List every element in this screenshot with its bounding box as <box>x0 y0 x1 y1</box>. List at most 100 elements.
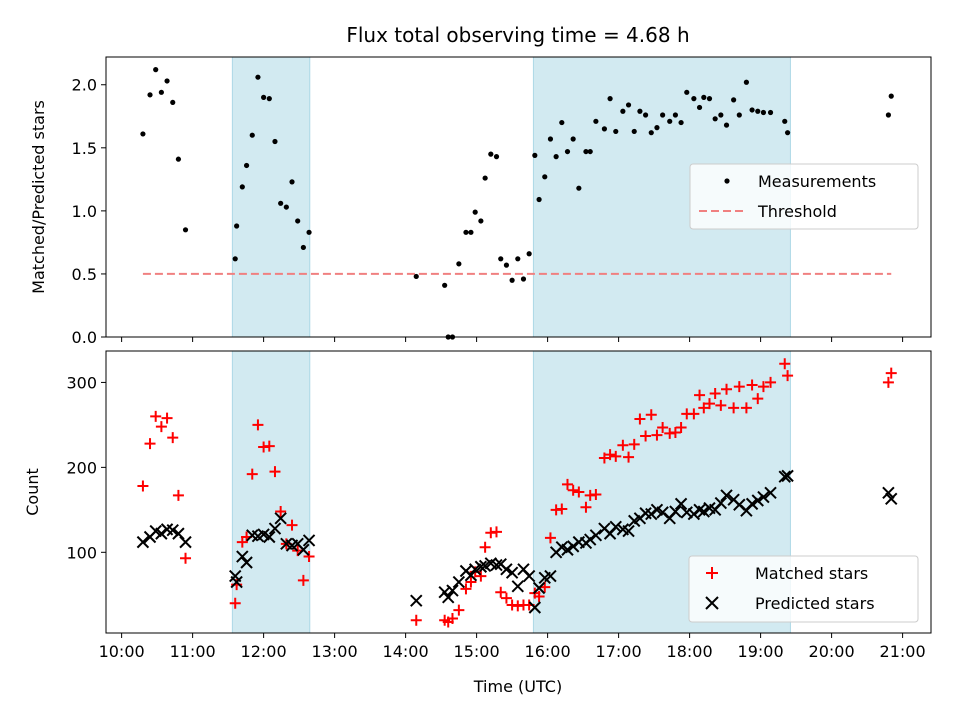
measurement-point <box>593 118 599 124</box>
bottom-y-ticks: 100 200 300 <box>66 373 106 562</box>
matched-star-points <box>137 358 897 628</box>
measurement-point <box>482 175 488 181</box>
legend-measurements-marker <box>724 178 730 184</box>
matched-star-point <box>137 480 149 492</box>
matched-star-point <box>475 570 487 582</box>
predicted-star-point <box>561 543 574 556</box>
measurement-point <box>272 138 278 145</box>
measurement-point <box>234 223 240 229</box>
top-y-tick-label: 1.0 <box>72 202 97 221</box>
predicted-star-point <box>136 535 150 549</box>
predicted-star-point <box>274 512 287 525</box>
x-tick-label: 18:00 <box>667 642 713 661</box>
measurement-point <box>760 109 767 116</box>
measurement-point <box>509 277 515 283</box>
matched-star-point <box>303 551 315 563</box>
measurement-point <box>607 96 613 102</box>
predicted-star-point <box>781 469 794 483</box>
top-x-ticks <box>121 337 904 342</box>
predicted-star-point <box>532 581 546 595</box>
predicted-star-point <box>230 575 243 589</box>
matched-star-point <box>500 592 512 604</box>
predicted-star-point <box>511 580 524 593</box>
predicted-star-point <box>882 486 895 500</box>
measurement-point <box>278 200 284 206</box>
measurement-point <box>885 112 892 118</box>
predicted-star-point <box>528 601 542 614</box>
measurement-point <box>553 154 559 160</box>
top-y-axis-label: Matched/Predicted stars <box>29 100 48 294</box>
top-y-tick-label: 0.5 <box>72 265 97 284</box>
matched-star-point <box>610 450 622 462</box>
x-tick-label: 20:00 <box>809 642 855 661</box>
measurement-point <box>542 174 548 180</box>
matched-star-point <box>544 532 556 544</box>
matched-star-point <box>740 402 752 414</box>
legend-predicted-marker <box>705 596 719 610</box>
matched-star-point <box>651 429 663 441</box>
predicted-star-point <box>885 492 898 506</box>
measurement-point <box>631 128 637 135</box>
predicted-star-point <box>544 569 557 583</box>
measurement-point <box>784 130 791 136</box>
measurement-point <box>718 112 724 118</box>
measurement-point <box>620 108 626 114</box>
top-legend: Measurements Threshold <box>689 163 919 230</box>
predicted-star-point <box>622 524 635 538</box>
x-axis-label: Time (UTC) <box>473 677 562 696</box>
predicted-star-point <box>720 489 733 502</box>
matched-star-point <box>453 604 465 616</box>
matched-star-point <box>721 383 733 395</box>
measurement-point <box>547 136 554 142</box>
predicted-star-point <box>566 540 580 553</box>
measurement-point <box>153 67 159 73</box>
predicted-star-point <box>410 594 423 607</box>
bottom-y-axis-label: Count <box>23 468 42 516</box>
matched-star-point <box>688 408 700 420</box>
matched-star-point <box>628 438 640 450</box>
predicted-star-point <box>645 507 658 521</box>
measurement-point <box>266 96 272 102</box>
measurement-point <box>289 179 295 185</box>
predicted-star-point <box>757 490 770 504</box>
bottom-y-tick-label: 200 <box>66 458 97 477</box>
top-legend-box <box>689 163 919 230</box>
bottom-x-ticks: 10:00 11:00 12:00 13:00 14:00 15:00 16:00 17:00… <box>99 633 926 661</box>
legend-matched-marker <box>706 567 718 579</box>
measurement-point <box>601 126 608 132</box>
x-tick-label: 14:00 <box>383 642 429 661</box>
measurement-point <box>456 261 462 267</box>
legend-measurements-label: Measurements <box>758 172 876 191</box>
matched-star-point <box>728 402 740 414</box>
matched-star-point <box>297 574 309 586</box>
top-y-tick-label: 1.5 <box>72 139 97 158</box>
matched-star-point <box>246 468 258 480</box>
predicted-star-point <box>680 506 693 519</box>
x-tick-label: 15:00 <box>454 642 500 661</box>
matched-star-point <box>604 449 616 461</box>
measurement-point <box>570 136 576 142</box>
measurement-point <box>520 276 527 282</box>
measurement-point <box>283 204 289 210</box>
matched-star-point <box>490 526 502 538</box>
predicted-star-point <box>464 569 478 582</box>
measurement-point <box>678 119 684 126</box>
measurement-point <box>691 96 697 102</box>
predicted-star-point <box>500 563 513 576</box>
matched-star-point <box>573 486 585 498</box>
matched-star-point <box>779 358 791 370</box>
matched-star-point <box>640 430 652 442</box>
matched-star-point <box>634 413 646 425</box>
bottom-legend: Matched stars Predicted stars <box>688 555 919 623</box>
matched-star-point <box>561 478 573 490</box>
matched-star-point <box>533 590 545 602</box>
predicted-star-point <box>474 560 488 573</box>
measurement-point <box>672 112 679 118</box>
matched-star-point <box>669 427 681 439</box>
matched-star-point <box>167 432 179 444</box>
predicted-star-point <box>442 591 455 604</box>
matched-star-point <box>286 519 298 531</box>
matched-star-point <box>623 451 635 463</box>
measurement-point <box>261 94 267 100</box>
predicted-star-point <box>764 486 777 500</box>
